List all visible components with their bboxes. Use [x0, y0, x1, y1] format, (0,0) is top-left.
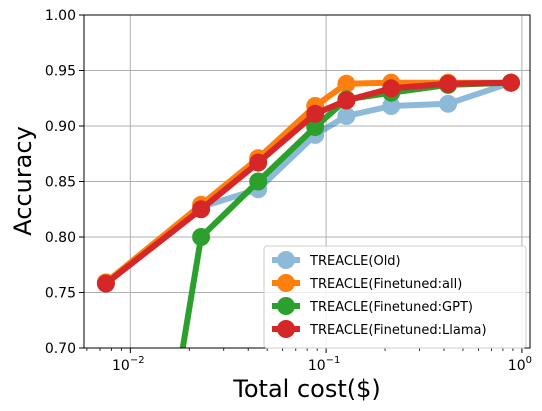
- legend-swatch-marker: [277, 251, 295, 269]
- data-point: [192, 228, 211, 246]
- series-3: [96, 73, 520, 293]
- data-point: [502, 73, 520, 92]
- x-tick-label: 10−1: [308, 355, 341, 374]
- legend-swatch: [272, 297, 300, 315]
- x-tick-exponent: −2: [130, 355, 145, 366]
- y-axis-label: Accuracy: [9, 126, 37, 236]
- x-tick-label: 100: [508, 355, 532, 374]
- data-point: [306, 118, 325, 137]
- y-tick-label: 0.90: [45, 119, 76, 135]
- legend-swatch-marker: [277, 274, 295, 292]
- data-point: [249, 172, 268, 191]
- x-tick-base: 10: [112, 358, 130, 374]
- data-point: [439, 74, 458, 93]
- data-point: [337, 74, 356, 93]
- data-point: [249, 153, 268, 172]
- legend-swatch-marker: [277, 320, 295, 338]
- legend-label: TREACLE(Finetuned:GPT): [309, 300, 473, 315]
- legend-label: TREACLE(Finetuned:Llama): [309, 323, 487, 338]
- data-point: [96, 274, 115, 293]
- data-point: [382, 79, 401, 98]
- y-tick-label: 0.75: [45, 286, 76, 302]
- x-tick-base: 10: [308, 358, 326, 374]
- legend-box: [263, 245, 527, 349]
- y-tick-label: 0.80: [45, 230, 76, 246]
- series-line: [104, 79, 512, 286]
- data-point: [337, 91, 356, 110]
- y-tick-label: 0.95: [45, 64, 76, 80]
- y-tick-label: 0.70: [45, 341, 76, 357]
- data-point: [439, 94, 458, 113]
- data-point: [382, 97, 401, 115]
- legend: TREACLE(Old) TREACLE(Finetuned:all) TREACL…: [263, 245, 527, 349]
- x-tick-exponent: 0: [526, 355, 532, 366]
- x-tick-exponent: −1: [326, 355, 341, 366]
- data-point: [192, 200, 211, 219]
- legend-swatch: [272, 251, 300, 269]
- legend-label: TREACLE(Old): [309, 254, 401, 269]
- y-tick-label: 0.85: [45, 175, 76, 191]
- x-tick-base: 10: [508, 358, 526, 374]
- data-point: [306, 104, 325, 123]
- data-point: [337, 107, 356, 125]
- legend-label: TREACLE(Finetuned:all): [309, 277, 462, 292]
- x-axis-label: Total cost($): [232, 375, 380, 403]
- series-layer: [96, 73, 520, 401]
- legend-swatch-marker: [277, 297, 295, 315]
- legend-swatch: [272, 274, 300, 292]
- data-point: [166, 383, 184, 401]
- legend-swatch: [272, 320, 300, 338]
- x-tick-label: 10−2: [112, 355, 145, 374]
- y-tick-label: 1.00: [45, 8, 76, 24]
